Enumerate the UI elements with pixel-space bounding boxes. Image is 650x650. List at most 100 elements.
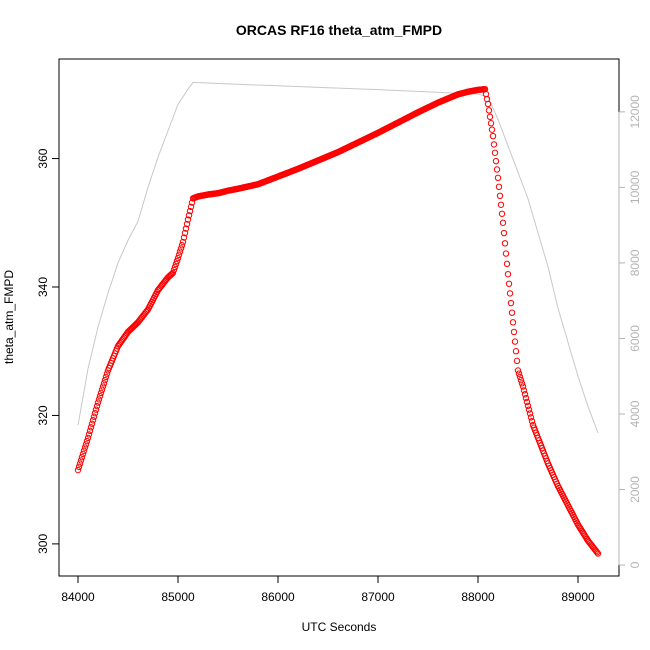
- data-point: [90, 413, 98, 420]
- data-point: [505, 280, 513, 287]
- y-tick-label: 300: [36, 534, 50, 554]
- data-point: [502, 250, 510, 257]
- y2-tick-label: 2000: [628, 476, 642, 503]
- y-tick-label: 340: [36, 277, 50, 297]
- x-tick-label: 84000: [61, 590, 95, 604]
- data-point: [172, 260, 180, 268]
- data-point: [486, 113, 494, 121]
- data-point: [510, 328, 518, 336]
- data-point: [524, 402, 532, 410]
- data-point: [509, 319, 517, 326]
- data-point: [101, 376, 109, 384]
- data-point: [89, 417, 97, 424]
- data-point: [492, 157, 500, 165]
- data-point: [523, 398, 531, 406]
- data-point: [103, 370, 111, 377]
- data-point: [593, 549, 601, 556]
- data-point: [488, 126, 496, 133]
- data-point: [184, 216, 192, 223]
- data-point: [527, 414, 535, 421]
- chart-title: ORCAS RF16 theta_atm_FMPD: [236, 22, 442, 38]
- data-point: [490, 141, 498, 148]
- data-point: [86, 427, 94, 435]
- data-point: [185, 212, 193, 219]
- plot-content: [74, 81, 602, 557]
- data-point: [520, 387, 528, 394]
- data-point: [494, 174, 502, 182]
- data-point: [178, 242, 186, 249]
- y2-tick-label: 8000: [628, 249, 642, 276]
- data-point: [99, 383, 107, 390]
- data-point: [518, 380, 526, 387]
- data-point: [82, 441, 90, 448]
- y2-tick-label: 10000: [628, 170, 642, 204]
- data-point: [83, 437, 91, 445]
- data-point: [499, 219, 507, 226]
- x-axis: 84000 85000 86000 87000 88000 89000: [61, 575, 595, 604]
- data-point: [92, 406, 100, 413]
- data-point: [174, 254, 182, 262]
- data-point: [169, 269, 177, 277]
- data-point: [180, 234, 188, 241]
- data-point: [521, 391, 529, 398]
- data-point: [179, 238, 187, 246]
- y-axis-right: 0 2000 4000 6000 8000 10000 12000: [618, 95, 642, 568]
- data-point: [514, 367, 522, 374]
- data-point: [489, 132, 497, 140]
- data-point: [512, 348, 520, 355]
- data-point: [519, 383, 527, 390]
- data-point: [175, 251, 183, 259]
- x-tick-label: 85000: [161, 590, 195, 604]
- line-series-0: [77, 81, 599, 434]
- data-point: [96, 392, 104, 400]
- x-tick-label: 86000: [261, 590, 295, 604]
- data-point: [95, 396, 103, 403]
- data-point: [525, 406, 533, 413]
- data-point: [100, 380, 108, 387]
- data-point: [88, 420, 96, 427]
- data-point: [167, 271, 175, 278]
- data-point: [81, 444, 89, 451]
- data-point: [91, 409, 99, 417]
- data-point: [504, 270, 512, 278]
- x-tick-label: 89000: [561, 590, 595, 604]
- data-point: [85, 431, 93, 438]
- data-point: [74, 466, 82, 474]
- data-point: [594, 550, 602, 557]
- data-point: [171, 263, 179, 271]
- data-point: [79, 450, 87, 458]
- y2-tick-label: 6000: [628, 325, 642, 352]
- x-tick-label: 88000: [461, 590, 495, 604]
- data-point: [170, 266, 178, 274]
- data-point: [515, 370, 523, 377]
- data-point: [511, 338, 519, 345]
- data-point: [503, 260, 511, 268]
- data-point: [97, 389, 105, 397]
- y-axis-label: theta_atm_FMPD: [2, 270, 16, 364]
- data-point: [485, 107, 493, 114]
- y-tick-label: 360: [36, 148, 50, 168]
- data-point: [493, 166, 501, 173]
- data-point: [78, 453, 86, 461]
- data-point: [526, 410, 534, 417]
- x-tick-label: 87000: [361, 590, 395, 604]
- point-series-0: [74, 85, 602, 557]
- data-point: [528, 418, 536, 425]
- data-point: [98, 386, 106, 393]
- data-point: [84, 434, 92, 442]
- y2-tick-label: 12000: [628, 95, 642, 129]
- data-point: [77, 457, 85, 464]
- data-point: [87, 424, 95, 431]
- y-axis-left: 300 320 340 360: [36, 148, 60, 554]
- data-point: [93, 402, 101, 410]
- data-point: [186, 207, 194, 215]
- data-point: [497, 201, 505, 208]
- data-point: [487, 120, 495, 127]
- data-point: [517, 376, 525, 384]
- data-point: [501, 240, 509, 247]
- data-point: [491, 149, 499, 156]
- data-point: [522, 394, 530, 402]
- data-point: [182, 225, 190, 232]
- data-point: [495, 183, 503, 191]
